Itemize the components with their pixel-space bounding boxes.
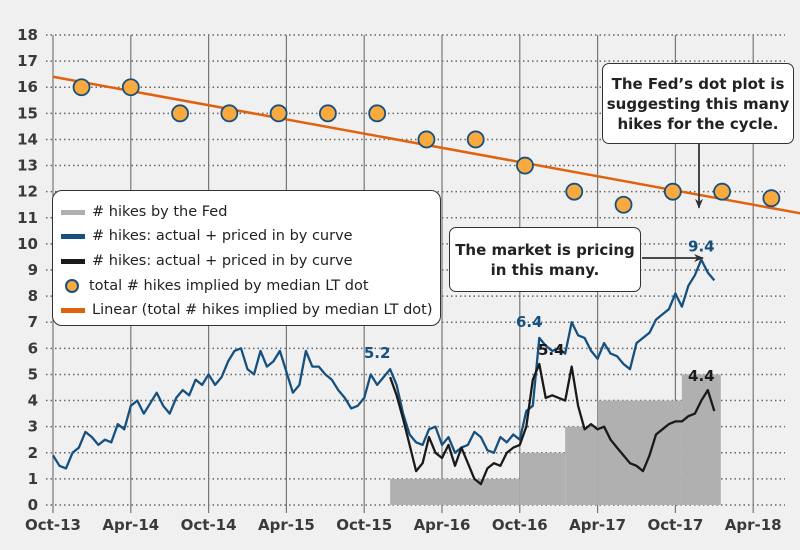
x-tick-label: Apr-18 <box>725 516 782 534</box>
y-tick-label: 6 <box>28 339 38 357</box>
y-tick-label: 18 <box>17 26 38 44</box>
median-dot <box>318 104 337 123</box>
legend-swatch-grey <box>61 209 85 215</box>
callout-line: in this many. <box>490 260 600 279</box>
y-tick-label: 13 <box>17 157 38 175</box>
median-dot <box>516 156 534 175</box>
fed-step-bar <box>597 400 682 505</box>
callout-line: The market is pricing <box>455 240 635 259</box>
y-tick-label: 11 <box>17 209 38 227</box>
data-label: 6.4 <box>516 313 543 331</box>
y-tick-label: 5 <box>28 365 38 383</box>
series-line-blue <box>52 258 716 470</box>
y-tick-label: 14 <box>17 130 38 148</box>
callout-arrows <box>642 144 704 262</box>
median-dot <box>269 104 288 123</box>
y-tick-label: 9 <box>28 261 38 279</box>
legend-label: # hikes: actual + priced in by curve <box>92 253 353 269</box>
y-tick-label: 12 <box>17 183 38 201</box>
linear-trendline <box>52 75 800 215</box>
legend-label: total # hikes implied by median LT dot <box>89 278 369 294</box>
median-dot <box>171 104 189 123</box>
median-dot <box>762 189 781 208</box>
median-dot <box>220 104 239 123</box>
x-tick-label: Apr-14 <box>102 516 159 534</box>
y-tick-label: 0 <box>28 496 38 514</box>
y-tick-label: 8 <box>28 287 38 305</box>
x-tick-label: Oct-14 <box>181 516 237 534</box>
legend-item-fed: # hikes by the Fed <box>61 200 227 224</box>
fed-hikes-steps <box>390 374 721 505</box>
legend-label: Linear (total # hikes implied by median … <box>92 302 433 318</box>
callout-line: hikes for the cycle. <box>617 114 779 133</box>
x-tick-label: Oct-16 <box>492 516 548 534</box>
legend-item-linear: Linear (total # hikes implied by median … <box>61 298 433 322</box>
x-tick-label: Apr-17 <box>569 516 626 534</box>
median-dot <box>565 182 584 201</box>
median-dot <box>417 130 436 149</box>
median-dot <box>663 182 682 201</box>
legend-swatch-blue <box>61 233 85 239</box>
x-tick-label: Oct-15 <box>336 516 392 534</box>
y-tick-label: 7 <box>28 313 38 331</box>
data-label: 5.2 <box>364 344 391 362</box>
data-label: 5.4 <box>538 341 565 359</box>
median-dot <box>466 130 485 149</box>
dots-scatter <box>72 78 781 214</box>
legend: # hikes by the Fed # hikes: actual + pri… <box>52 190 441 326</box>
median-dot <box>614 195 633 214</box>
legend-label: # hikes: actual + priced in by curve <box>92 228 353 244</box>
y-tick-label: 4 <box>28 392 38 410</box>
x-tick-label: Oct-17 <box>647 516 703 534</box>
data-label: 9.4 <box>688 238 715 256</box>
median-dot <box>368 104 387 123</box>
callout-line: suggesting this many <box>606 94 790 113</box>
y-tick-label: 3 <box>28 418 38 436</box>
series-lines <box>52 75 800 486</box>
series-line-black <box>389 362 716 486</box>
y-tick-label: 15 <box>17 104 38 122</box>
legend-dot-icon <box>65 279 79 293</box>
legend-item-blue: # hikes: actual + priced in by curve <box>61 224 353 248</box>
fed-step-bar <box>519 452 566 505</box>
y-tick-label: 10 <box>17 235 38 253</box>
callout-line: The Fed’s dot plot is <box>611 74 785 93</box>
x-tick-label: Oct-13 <box>25 516 81 534</box>
fed-step-bar <box>681 374 721 505</box>
legend-item-dot: total # hikes implied by median LT dot <box>61 274 369 298</box>
legend-swatch-orange <box>61 307 85 313</box>
y-tick-label: 17 <box>17 52 38 70</box>
fed-step-bar <box>390 478 520 505</box>
median-dot <box>72 78 91 97</box>
data-annotations: 5.2 6.4 5.4 9.4 4.4 <box>364 238 715 386</box>
x-tick-label: Apr-15 <box>258 516 315 534</box>
median-dot <box>121 78 140 97</box>
data-label: 4.4 <box>688 367 715 385</box>
median-dot <box>713 182 731 201</box>
y-tick-label: 1 <box>28 470 38 488</box>
fed-step-bar <box>565 426 598 505</box>
legend-swatch-black <box>61 258 85 264</box>
x-tick-label: Apr-16 <box>414 516 471 534</box>
y-tick-label: 2 <box>28 444 38 462</box>
legend-label: # hikes by the Fed <box>92 204 228 220</box>
callout-fed-dot-plot: The Fed’s dot plot is suggesting this ma… <box>602 63 794 144</box>
callout-market-pricing: The market is pricing in this many. <box>449 227 641 292</box>
y-tick-label: 16 <box>17 78 38 96</box>
legend-item-black: # hikes: actual + priced in by curve <box>61 249 353 273</box>
